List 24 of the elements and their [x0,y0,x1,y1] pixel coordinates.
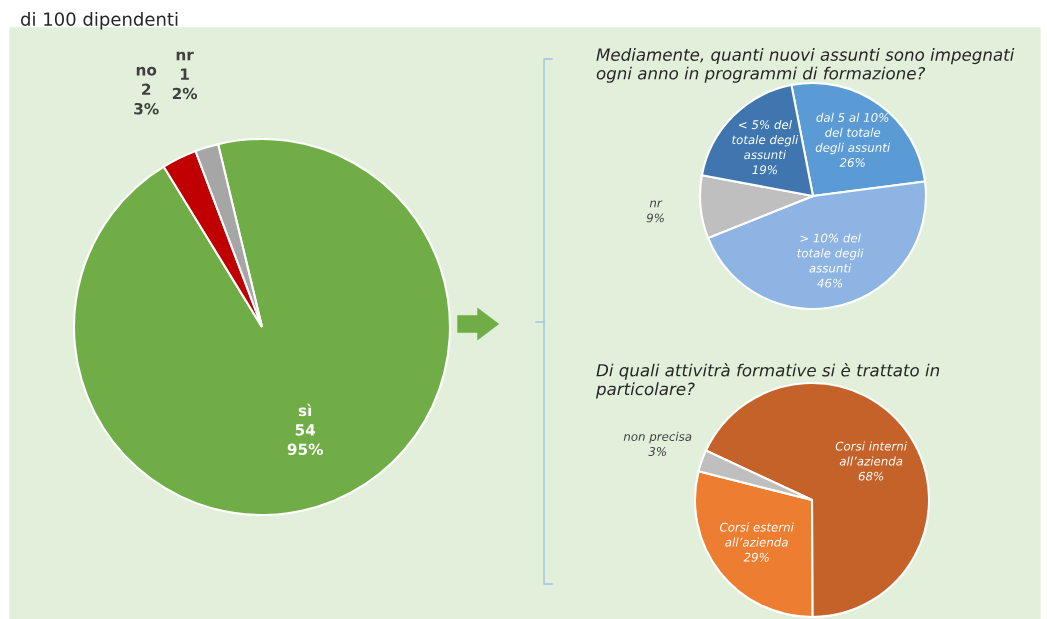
slice-label: nr [176,51,194,61]
slice-label: nr [649,200,663,208]
data-label: 19% [752,165,777,175]
data-label: 26% [839,158,865,167]
slice-label: > 10% del totale degli assunti [797,233,864,273]
slice-label: sì [298,403,312,417]
slice-label: Corsi interni all’azienda [835,441,907,466]
slice-label: dal 5 al 10% del totale degli assunti [815,112,891,155]
data-label: 1 2% [172,68,198,100]
data-label: 9% [646,213,664,223]
chart-title: Di quali attivitrà formative si è trattato in particolare? [595,362,940,399]
chart-title: Mediamente, quanti nuovi assunti sono impegnati ogni anno in programmi di formazione? [596,48,1015,83]
data-label: 3% [648,447,666,456]
data-label: 29% [743,552,769,562]
data-label: 54 95% [287,424,323,456]
slice-label: Corsi esterni all’azienda [719,522,794,547]
data-label: 2 3% [134,83,159,115]
chart-title: di 100 dipendenti [21,12,178,30]
data-label: 68% [858,471,884,481]
slice-label: < 5% del totale degli assunti [732,119,799,160]
data-label: 46% [817,278,843,288]
slice-label: no [136,66,157,76]
slice-label: non precisa [623,431,692,444]
pie-slice [72,137,452,517]
